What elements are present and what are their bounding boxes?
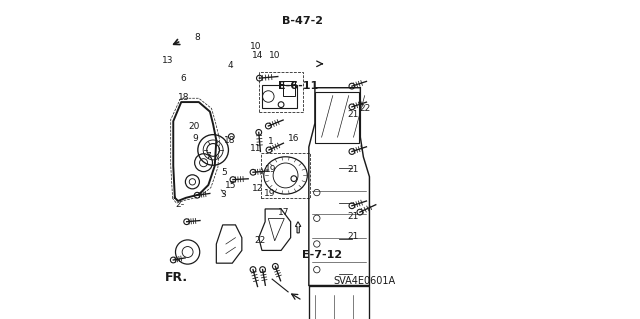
Text: 3: 3 [220,190,225,199]
Text: 10: 10 [250,42,262,51]
Bar [259,72,303,112]
Text: 18: 18 [224,136,236,145]
Text: 17: 17 [278,208,289,217]
Text: 10: 10 [269,51,280,60]
Text: 21: 21 [348,110,359,119]
Text: 21: 21 [348,232,359,241]
Text: 15: 15 [225,181,236,189]
Text: 1: 1 [268,137,273,146]
Text: 8: 8 [195,33,200,42]
Text: 14: 14 [252,51,263,60]
Text: 2: 2 [175,200,181,209]
Text: 16: 16 [288,134,300,143]
Text: 7: 7 [205,152,211,161]
Text: 11: 11 [250,144,261,153]
Text: 20: 20 [188,122,200,130]
Text: 21: 21 [348,212,359,221]
Bar [262,85,297,108]
Text: E-6-11: E-6-11 [278,81,318,91]
Text: SVA4E0601A: SVA4E0601A [333,276,396,286]
Text: 9: 9 [192,134,198,143]
Text: 22: 22 [255,236,266,245]
Text: 5: 5 [221,168,227,177]
Text: 12: 12 [252,184,263,193]
Text: 19: 19 [265,165,276,174]
Bar [283,81,295,96]
Text: 21: 21 [348,165,359,174]
Text: B-47-2: B-47-2 [282,16,323,26]
Text: 22: 22 [359,104,371,113]
Text: 4: 4 [227,61,233,70]
Text: 13: 13 [162,56,173,65]
Text: FR.: FR. [165,271,188,284]
Text: 19: 19 [264,189,275,198]
Text: 18: 18 [178,93,189,102]
Text: E-7-12: E-7-12 [301,250,342,260]
Text: 6: 6 [180,74,186,83]
